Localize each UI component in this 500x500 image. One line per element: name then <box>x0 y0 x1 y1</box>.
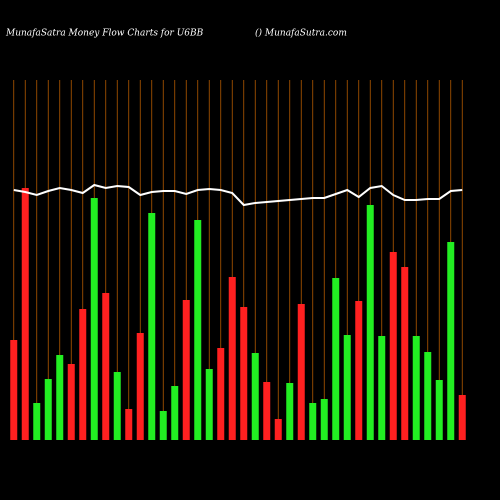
bar <box>136 333 144 440</box>
bar <box>113 372 121 440</box>
bar <box>21 188 29 440</box>
bar <box>171 386 179 440</box>
bar <box>125 409 133 440</box>
bar <box>309 403 317 440</box>
bar <box>79 309 87 440</box>
bar <box>67 364 75 440</box>
bar <box>205 369 213 440</box>
bar <box>44 379 52 440</box>
bar <box>228 277 236 440</box>
bar <box>10 340 18 440</box>
bar <box>159 411 167 440</box>
bar <box>274 419 282 440</box>
bar <box>217 348 225 440</box>
bar <box>286 383 294 440</box>
bar <box>102 293 110 440</box>
bar <box>182 300 190 440</box>
bar <box>378 336 386 440</box>
bar <box>320 399 328 440</box>
bar <box>240 307 248 440</box>
chart-title: MunafaSatra Money Flow Charts for U6BB <box>5 29 204 39</box>
bar <box>332 278 340 440</box>
bar <box>447 242 455 440</box>
bar <box>412 336 420 440</box>
bar <box>389 252 397 440</box>
bar <box>251 353 259 440</box>
bar <box>90 198 98 440</box>
bar <box>435 380 443 440</box>
bar <box>458 395 466 440</box>
bar <box>148 213 156 440</box>
bar <box>56 355 64 440</box>
bar <box>297 304 305 440</box>
bar <box>33 403 41 440</box>
bar <box>194 220 202 440</box>
bar <box>401 267 409 440</box>
chart-subtitle: () MunafaSutra.com <box>255 28 347 39</box>
bar <box>343 335 351 440</box>
bar <box>263 382 271 440</box>
price-line <box>13 183 463 207</box>
bar <box>424 352 432 440</box>
bar <box>366 205 374 440</box>
bar <box>355 301 363 440</box>
